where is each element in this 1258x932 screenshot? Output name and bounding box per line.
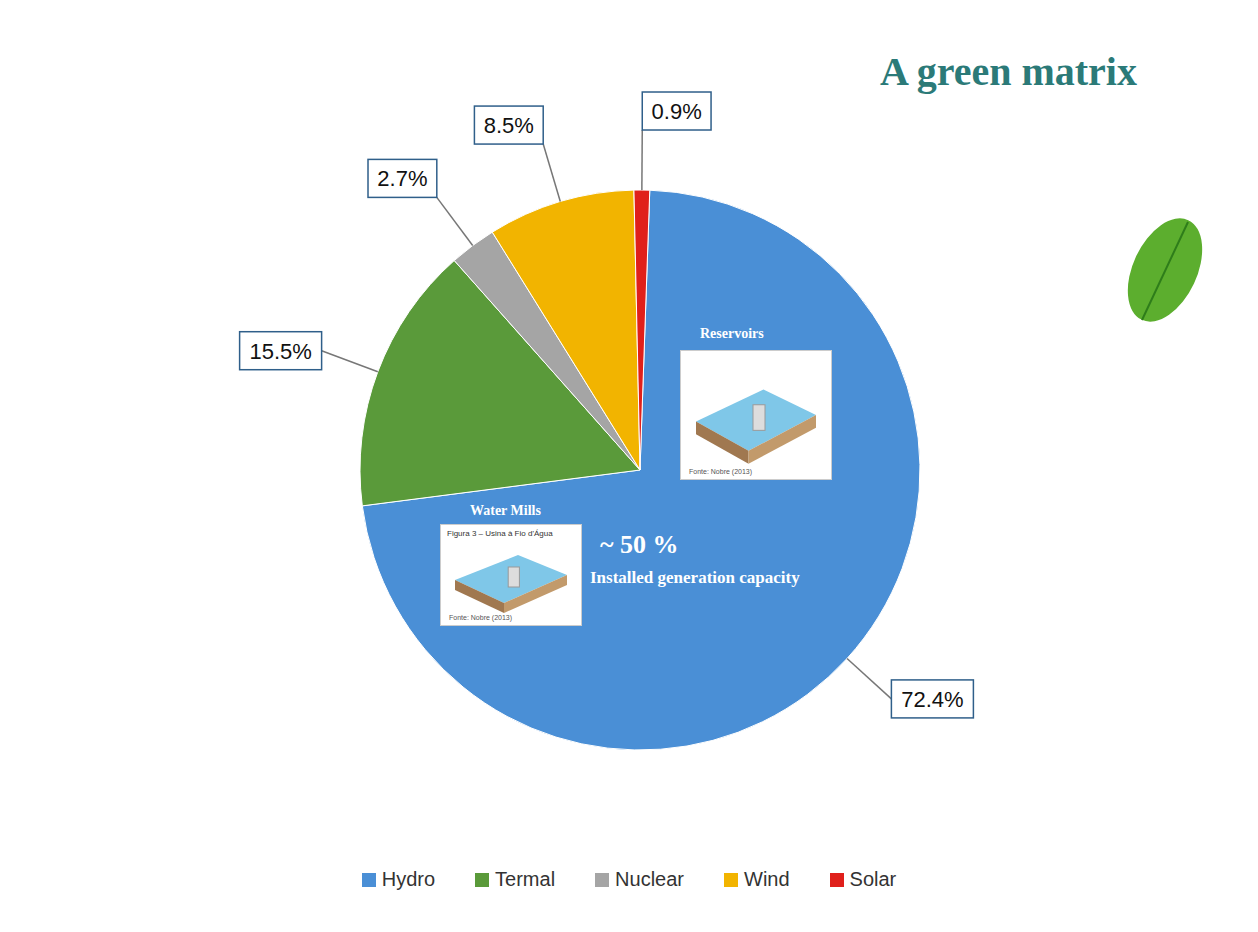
html-text:Installed generation capacity: Installed generation capacity [590, 568, 800, 587]
svg-text:8.5%: 8.5% [484, 113, 534, 138]
html-text:Solar: Solar [849, 868, 897, 890]
svg-text:2.7%: 2.7% [377, 166, 427, 191]
svg-text:0.9%: 0.9% [652, 99, 702, 124]
html-text:Fonte: Nobre (2013): Fonte: Nobre (2013) [689, 468, 752, 475]
html-text:~ 50 %: ~ 50 % [600, 530, 679, 559]
html-text:A green matrix: A green matrix [880, 49, 1137, 94]
html-text:Fonte: Nobre (2013): Fonte: Nobre (2013) [449, 614, 512, 621]
html-text:Wind: Wind [744, 868, 790, 890]
html-text:Nuclear: Nuclear [615, 868, 684, 890]
html-text:Reservoirs: Reservoirs [700, 326, 764, 341]
html-text:Figura 3 – Usina à Fio d'Água: Figura 3 – Usina à Fio d'Água [447, 529, 553, 538]
svg-text:15.5%: 15.5% [249, 339, 311, 364]
html-text:Hydro: Hydro [381, 868, 436, 890]
svg-text:72.4%: 72.4% [901, 687, 963, 712]
html-text:Termal: Termal [495, 868, 556, 890]
html-text:Water Mills: Water Mills [470, 503, 541, 518]
